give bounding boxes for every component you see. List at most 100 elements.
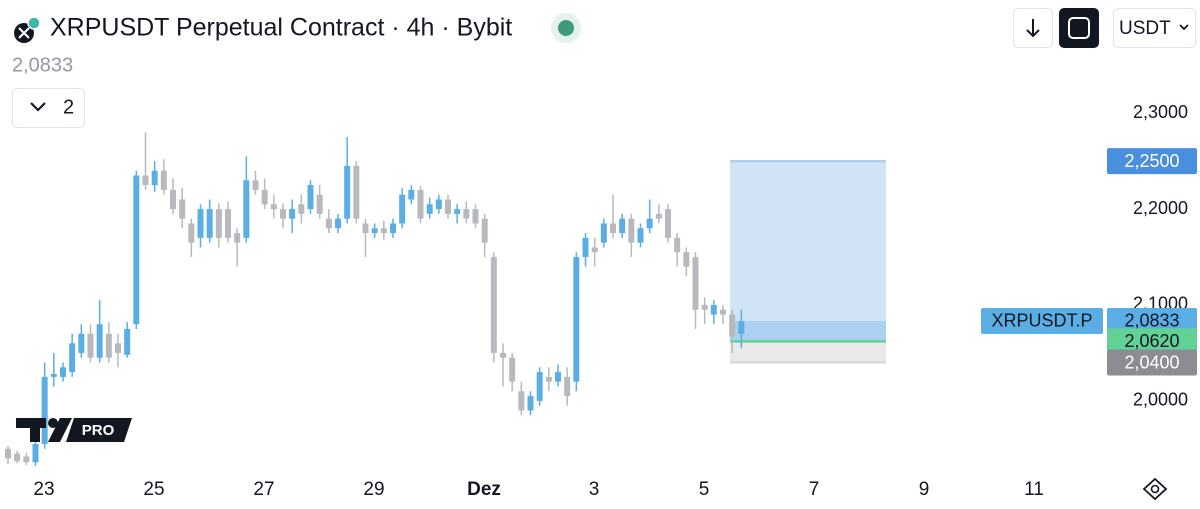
candle-body [573, 257, 580, 382]
logo-part [48, 418, 72, 442]
settings-icon-dot [1150, 484, 1160, 494]
chevron [30, 102, 46, 112]
market-status[interactable] [558, 20, 574, 36]
candle-body [234, 233, 241, 243]
candle-body [720, 309, 726, 315]
x-tick-label: 11 [1024, 479, 1044, 500]
candle-body [206, 209, 213, 238]
candle-body [353, 165, 360, 219]
candle-body [316, 194, 323, 214]
logo-part [30, 418, 40, 442]
candle-body [536, 372, 543, 401]
candle-body [5, 448, 11, 459]
candle-body [151, 170, 158, 186]
logo-badge [66, 418, 132, 442]
price-label: 2,0400 [1124, 352, 1179, 372]
candle-body [435, 199, 442, 210]
x-tick-label: 3 [589, 479, 600, 500]
open-profit [730, 320, 886, 342]
candle-body [390, 223, 396, 234]
candle-body [41, 376, 48, 445]
price-label-box [1107, 349, 1197, 376]
candle-body [115, 343, 121, 353]
candle-body [463, 209, 470, 219]
price-label-box [1107, 307, 1197, 334]
candle-body [619, 218, 626, 234]
candle-body [188, 223, 195, 243]
candle-body [380, 228, 387, 234]
candle-body [490, 257, 497, 353]
price-label: 2,2500 [1124, 151, 1179, 171]
candle-body [600, 223, 607, 243]
candle-body [665, 209, 671, 238]
settings-icon[interactable] [1142, 477, 1168, 501]
candle-body [60, 367, 66, 377]
candle-body [417, 189, 424, 219]
candle-body [215, 209, 222, 238]
x-tick-label: 9 [919, 479, 930, 500]
x-tick-label: 29 [363, 479, 384, 500]
candle-body [362, 223, 369, 234]
candle-body [142, 175, 149, 186]
candle-body [637, 228, 644, 243]
fullscreen-button[interactable] [1059, 8, 1099, 48]
x-tick-label: 23 [33, 479, 54, 500]
candle-body [701, 304, 708, 310]
candle-body [160, 170, 167, 190]
loss-zone [730, 341, 886, 363]
candle-body [280, 209, 286, 219]
candle-body [270, 204, 277, 210]
candle-body [674, 237, 681, 253]
candle-body [518, 391, 525, 411]
candle-body [472, 209, 479, 224]
x-tick-label: 7 [809, 479, 820, 500]
price-axis: 2,00002,10002,20002,30002,25002,0833XRPU… [981, 102, 1197, 410]
candle-body [96, 324, 103, 358]
plot-area [5, 132, 886, 467]
x-tick-label: 25 [143, 479, 164, 500]
candle-body [225, 209, 231, 238]
candle-body [289, 209, 296, 219]
candle-body [710, 304, 717, 315]
symbol-label: XRPUSDT.P [991, 311, 1092, 331]
fullscreen-icon [1068, 17, 1090, 39]
x-tick-label: Dez [467, 479, 501, 500]
candle-body [426, 204, 433, 214]
candle-body [481, 218, 488, 243]
candle-body [738, 320, 745, 334]
candle-body [582, 237, 589, 258]
candle-body [500, 352, 506, 358]
candle-body [124, 328, 131, 355]
candle-body [591, 247, 598, 253]
candle-body [729, 314, 736, 337]
candle-body [87, 333, 94, 358]
candle-body [105, 333, 112, 358]
price-label: 2,0620 [1124, 331, 1179, 351]
candle-body [298, 204, 305, 214]
x-tick-label: 5 [699, 479, 710, 500]
candle-body [344, 165, 351, 219]
currency-select[interactable] [1113, 8, 1196, 48]
logo: PRO [16, 418, 132, 442]
candle-body [78, 333, 85, 353]
candle-body [445, 199, 451, 214]
candle-body [32, 444, 39, 463]
candle-body [133, 175, 140, 325]
price-label-box [1107, 148, 1197, 175]
candle-body [646, 218, 653, 229]
candle-body [628, 218, 635, 243]
candle-body [408, 189, 415, 200]
candle-body [509, 357, 516, 382]
x-tick-label: 27 [253, 479, 274, 500]
candle-body [399, 194, 406, 224]
candle-body [307, 185, 314, 210]
currency: USDT [1119, 18, 1171, 39]
candle-body [197, 209, 204, 238]
candle-body [564, 376, 571, 397]
indicators-toggle[interactable] [12, 88, 85, 128]
candle-body [454, 209, 461, 214]
candle-body [252, 180, 259, 190]
candle-body [555, 372, 561, 382]
